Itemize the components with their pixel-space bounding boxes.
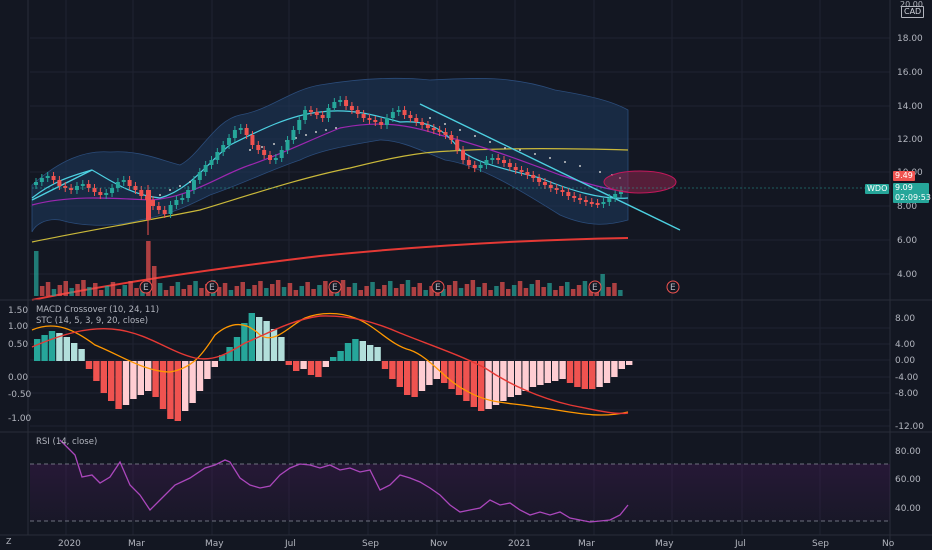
svg-text:E: E <box>143 283 149 293</box>
time-axis-label: No <box>882 539 895 549</box>
time-axis-label: May <box>655 539 674 549</box>
rsi-tick-label: 40.00 <box>895 504 921 514</box>
earnings-marker[interactable]: E <box>328 280 342 294</box>
earnings-marker[interactable]: E <box>588 280 602 294</box>
time-axis-label: Jul <box>284 539 296 549</box>
time-axis-label: 2020 <box>58 539 81 549</box>
time-axis-label: Jul <box>734 539 746 549</box>
bollinger-band <box>31 77 629 233</box>
macd-left-tick: -1.00 <box>8 414 32 424</box>
macd-signal-line <box>31 312 629 416</box>
svg-text:E: E <box>592 283 598 293</box>
currency-badge[interactable]: CAD <box>901 6 925 18</box>
ellipse-annotation[interactable] <box>603 170 677 194</box>
macd-left-tick: 1.50 <box>8 306 28 316</box>
macd-histogram <box>34 313 633 421</box>
svg-text:E: E <box>209 283 215 293</box>
earnings-marker[interactable]: E <box>431 280 445 294</box>
price-axis-top-label: 20.00 <box>900 0 923 9</box>
time-axis-label: Sep <box>812 539 829 549</box>
earnings-marker[interactable]: E <box>139 280 153 294</box>
trend-line-short[interactable] <box>31 169 93 201</box>
macd-right-tick: 4.00 <box>895 340 915 350</box>
macd-indicator-label[interactable]: MACD Crossover (10, 24, 11) <box>36 305 160 315</box>
last-price: 9.09 <box>895 183 913 192</box>
earnings-marker[interactable]: E <box>205 280 219 294</box>
last-price-badge: 9.09 02:09:53 <box>893 183 931 203</box>
auto-scale-z[interactable]: Z <box>6 537 12 546</box>
macd-right-tick: -8.00 <box>895 389 919 399</box>
macd-left-tick: 1.00 <box>8 322 28 332</box>
price-tick-label: 6.00 <box>897 236 917 246</box>
earnings-marker[interactable]: E <box>666 280 680 294</box>
alert-price-badge: 9.49 <box>893 171 915 181</box>
trend-line[interactable] <box>419 103 681 231</box>
svg-text:E: E <box>670 283 676 293</box>
price-tick-label: 14.00 <box>897 102 923 112</box>
macd-left-tick: -0.50 <box>8 390 32 400</box>
sma-200-line <box>31 237 629 301</box>
time-axis-label: May <box>205 539 224 549</box>
bar-countdown: 02:09:53 <box>895 193 931 202</box>
ticker-badge: WDO <box>865 184 890 194</box>
price-tick-label: 12.00 <box>897 135 923 145</box>
price-tick-label: 4.00 <box>897 270 917 280</box>
sma-50-line <box>31 148 629 243</box>
price-tick-label: 8.00 <box>897 202 917 212</box>
rsi-indicator-label[interactable]: RSI (14, close) <box>36 437 98 447</box>
time-axis-label: Sep <box>362 539 379 549</box>
rsi-tick-label: 80.00 <box>895 447 921 457</box>
svg-text:E: E <box>435 283 441 293</box>
price-tick-label: 18.00 <box>897 34 923 44</box>
rsi-tick-label: 60.00 <box>895 475 921 485</box>
time-axis-label: Mar <box>128 539 145 549</box>
macd-left-tick: 0.50 <box>8 340 28 350</box>
price-tick-label: 16.00 <box>897 68 923 78</box>
svg-text:E: E <box>332 283 338 293</box>
time-axis-label: 2021 <box>508 539 531 549</box>
macd-right-tick: 8.00 <box>895 314 915 324</box>
macd-right-tick: -12.00 <box>895 422 924 432</box>
macd-right-tick: -4.00 <box>895 373 919 383</box>
stc-indicator-label[interactable]: STC (14, 5, 3, 9, 20, close) <box>36 316 149 326</box>
ema-cyan-line <box>31 110 629 199</box>
macd-line <box>31 315 629 415</box>
macd-left-tick: 0.00 <box>8 373 28 383</box>
price-candles <box>34 96 623 235</box>
time-axis-label: Mar <box>578 539 595 549</box>
macd-right-tick: 0.00 <box>895 356 915 366</box>
volume-bars <box>34 241 623 296</box>
time-axis-label: Nov <box>430 539 448 549</box>
rsi-line <box>59 439 629 523</box>
